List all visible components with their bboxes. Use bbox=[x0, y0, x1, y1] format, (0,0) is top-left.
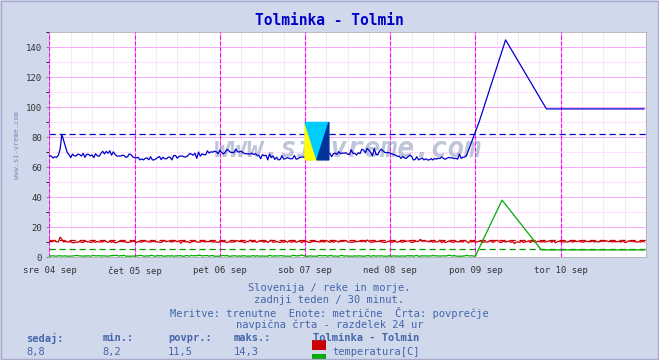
Text: ned 08 sep: ned 08 sep bbox=[363, 266, 417, 275]
Text: 8,8: 8,8 bbox=[26, 347, 45, 357]
Text: min.:: min.: bbox=[102, 333, 133, 343]
Text: pet 06 sep: pet 06 sep bbox=[193, 266, 246, 275]
Text: 14,3: 14,3 bbox=[234, 347, 259, 357]
Text: www.si-vreme.com: www.si-vreme.com bbox=[14, 111, 20, 179]
Text: Meritve: trenutne  Enote: metrične  Črta: povprečje: Meritve: trenutne Enote: metrične Črta: … bbox=[170, 307, 489, 319]
Text: zadnji teden / 30 minut.: zadnji teden / 30 minut. bbox=[254, 295, 405, 305]
Text: 11,5: 11,5 bbox=[168, 347, 193, 357]
Text: 8,2: 8,2 bbox=[102, 347, 121, 357]
Text: sre 04 sep: sre 04 sep bbox=[22, 266, 76, 275]
Text: temperatura[C]: temperatura[C] bbox=[333, 347, 420, 357]
Text: sob 07 sep: sob 07 sep bbox=[278, 266, 332, 275]
Text: www.si-vreme.com: www.si-vreme.com bbox=[214, 135, 482, 163]
Text: čet 05 sep: čet 05 sep bbox=[108, 266, 161, 276]
Text: povpr.:: povpr.: bbox=[168, 333, 212, 343]
Text: Tolminka - Tolmin: Tolminka - Tolmin bbox=[255, 13, 404, 28]
Text: maks.:: maks.: bbox=[234, 333, 272, 343]
Text: sedaj:: sedaj: bbox=[26, 333, 64, 344]
Text: Tolminka - Tolmin: Tolminka - Tolmin bbox=[313, 333, 419, 343]
Text: tor 10 sep: tor 10 sep bbox=[534, 266, 587, 275]
Text: navpična črta - razdelek 24 ur: navpična črta - razdelek 24 ur bbox=[236, 319, 423, 330]
Text: Slovenija / reke in morje.: Slovenija / reke in morje. bbox=[248, 283, 411, 293]
Text: pon 09 sep: pon 09 sep bbox=[449, 266, 502, 275]
